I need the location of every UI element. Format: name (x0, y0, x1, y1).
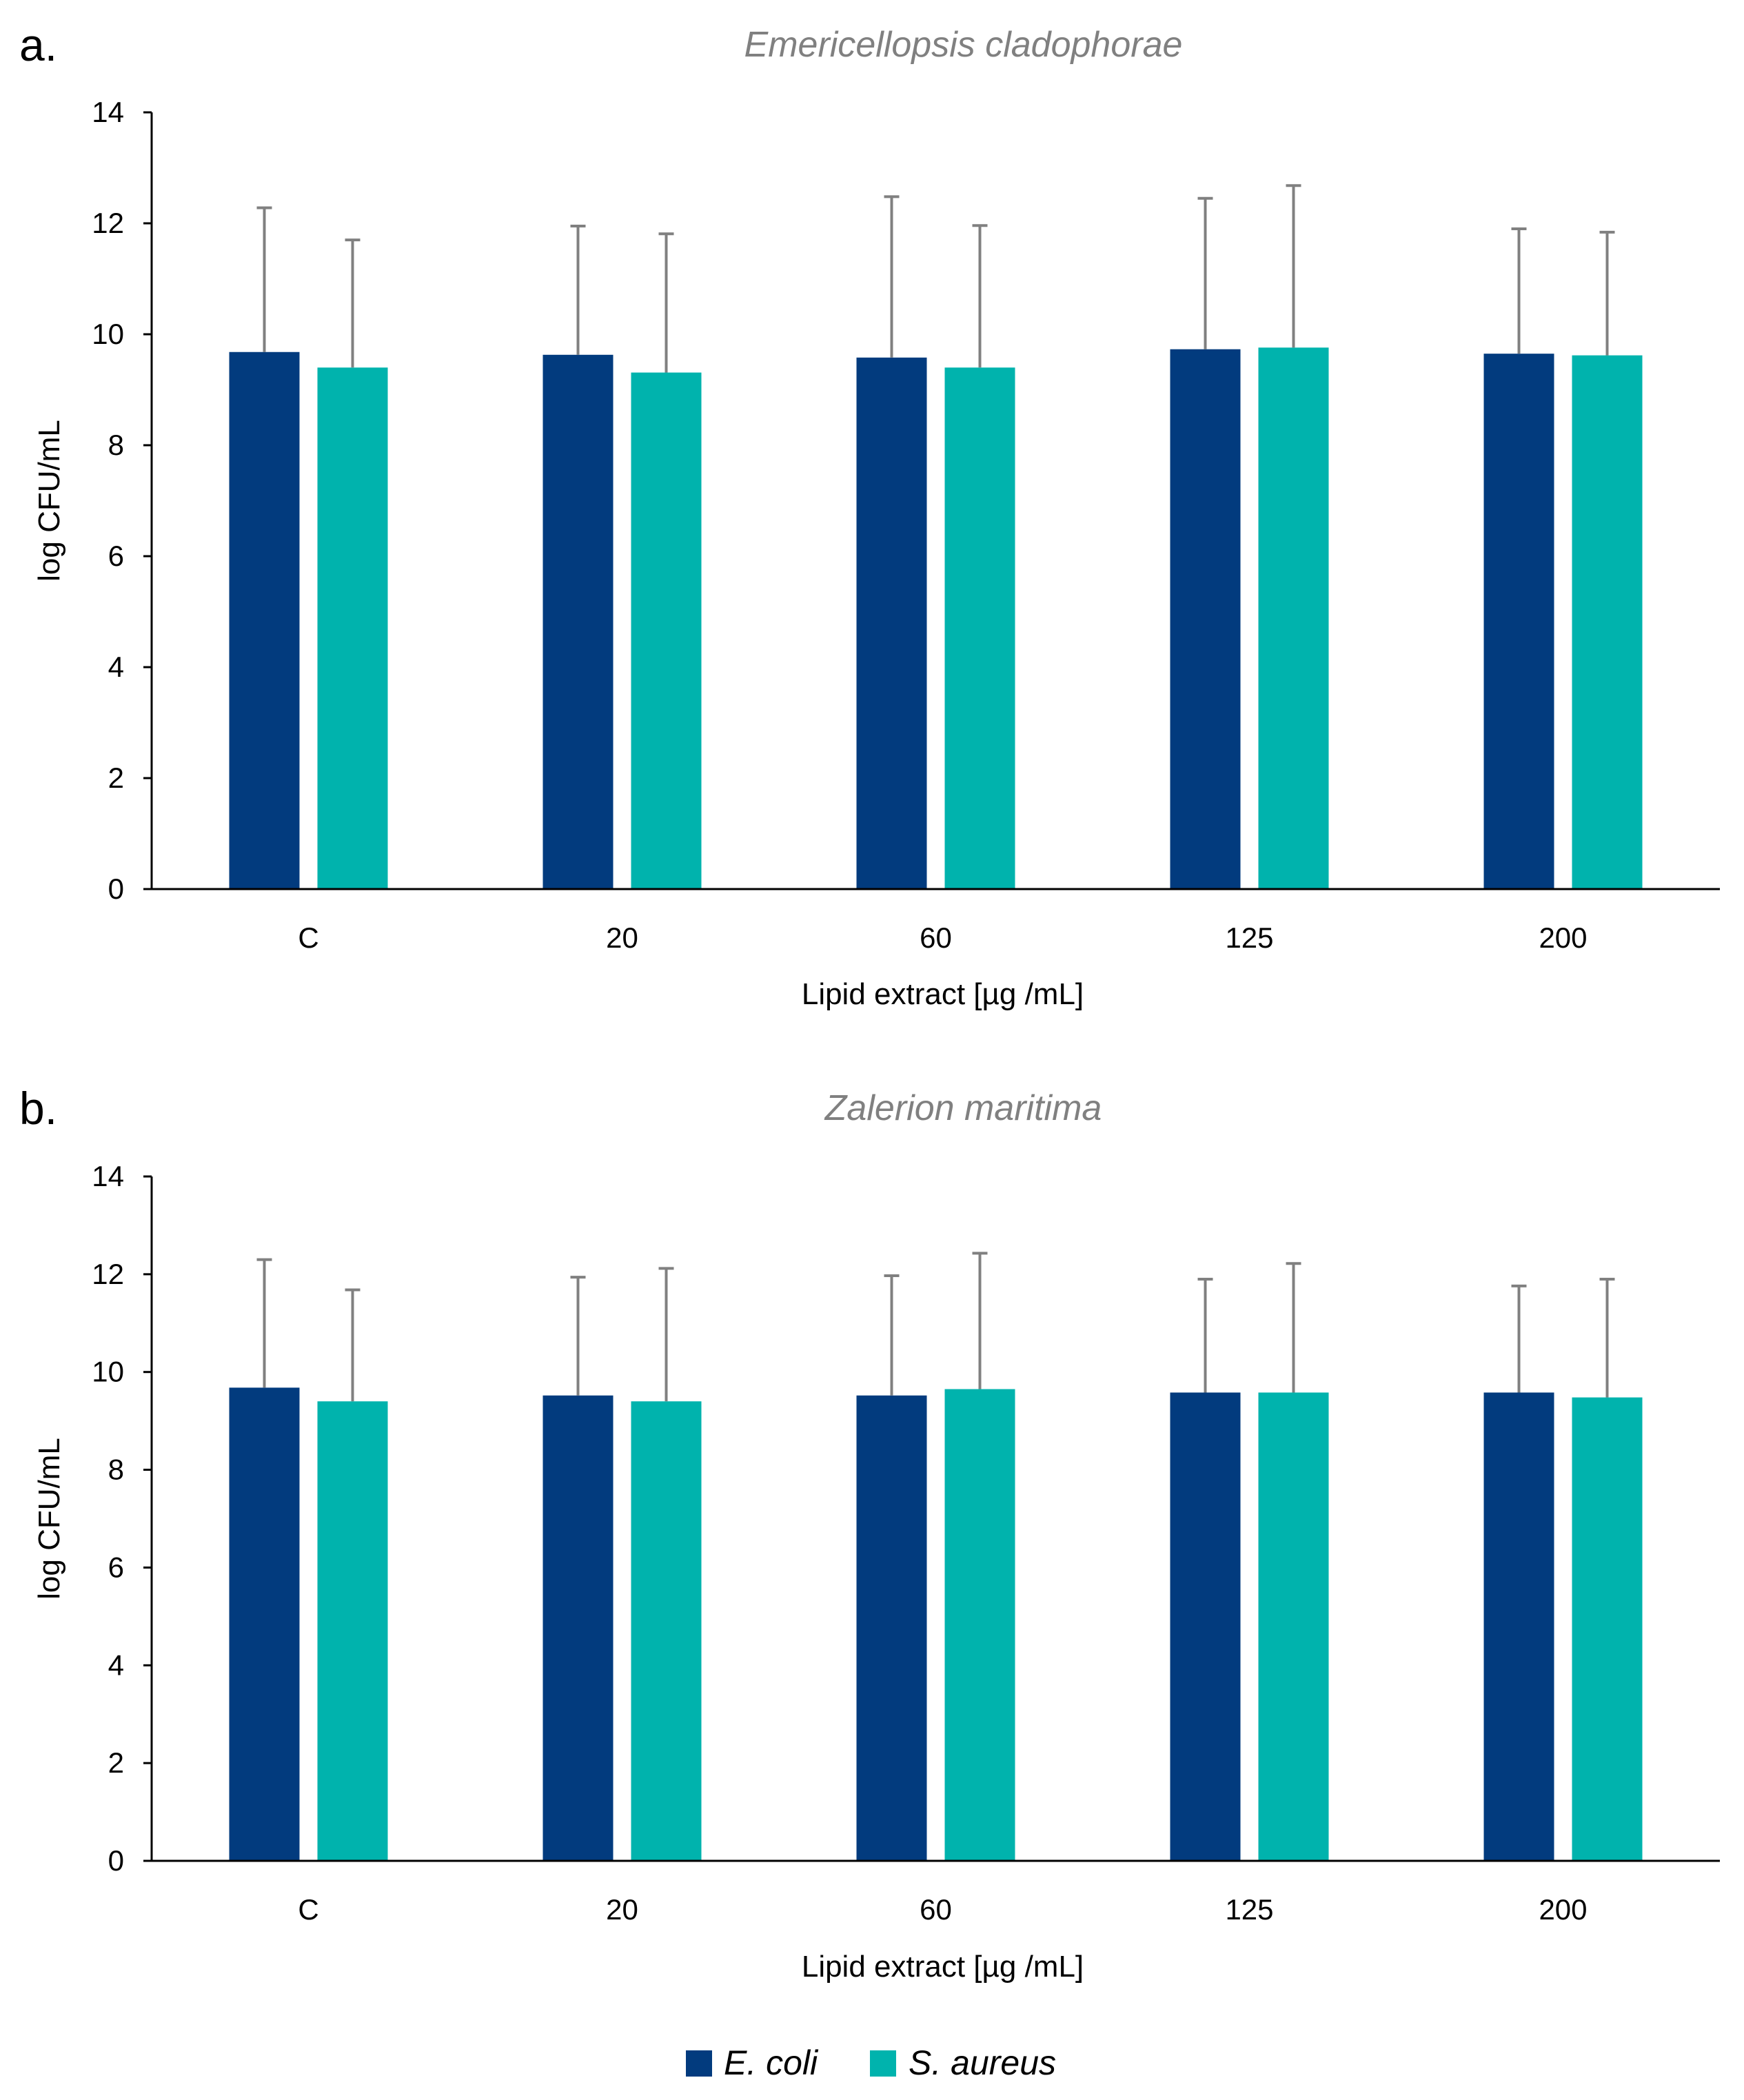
panel-letter: b. (19, 1083, 57, 1134)
chart-panel-a: a. Emericellopsis cladophorae 0 2 4 6 8 10 12 14 C… (19, 19, 1720, 1011)
bar (229, 351, 300, 889)
bar (1170, 1392, 1241, 1861)
bar (1170, 349, 1241, 889)
bar (543, 1395, 614, 1861)
bar (317, 367, 388, 889)
bar (856, 1395, 927, 1861)
y-tick-label: 14 (92, 1160, 124, 1192)
y-axis-label: log CFU/mL (32, 1438, 66, 1600)
y-tick-label: 10 (92, 1356, 124, 1388)
chart-title: Emericellopsis cladophorae (744, 25, 1183, 65)
legend-swatch (686, 2050, 712, 2077)
bar (1258, 347, 1329, 889)
x-tick-label: 200 (1539, 921, 1587, 954)
x-axis-label: Lipid extract [µg /mL] (802, 1950, 1084, 1984)
bar (229, 1387, 300, 1861)
bar (1483, 1392, 1554, 1861)
y-tick-label: 14 (92, 96, 124, 128)
y-tick-label: 4 (108, 1649, 124, 1681)
x-tick-label: 20 (606, 921, 638, 954)
y-tick-label: 2 (108, 1746, 124, 1779)
y-tick-label: 8 (108, 1454, 124, 1486)
x-tick-label: 60 (920, 921, 952, 954)
x-tick-label: 125 (1225, 1893, 1273, 1926)
x-tick-label: 200 (1539, 1893, 1587, 1926)
bar (317, 1401, 388, 1861)
bar (1572, 355, 1643, 889)
legend-label: E. coli (724, 2043, 819, 2082)
y-tick-label: 8 (108, 429, 124, 461)
bar (944, 1389, 1015, 1861)
y-tick-label: 0 (108, 1844, 124, 1877)
y-tick-label: 4 (108, 651, 124, 683)
bar (944, 367, 1015, 889)
bar (631, 372, 702, 889)
x-tick-label: 125 (1225, 921, 1273, 954)
legend: E. coli S. aureus (686, 2043, 1056, 2082)
chart-panel-b: b. Zalerion maritima 0 2 4 6 8 10 12 14 C 20 60 125 20… (19, 1083, 1720, 1984)
bar (856, 357, 927, 889)
y-tick-label: 12 (92, 207, 124, 239)
y-tick-label: 12 (92, 1258, 124, 1290)
y-tick-label: 2 (108, 762, 124, 794)
x-tick-label: C (298, 921, 318, 954)
y-tick-label: 10 (92, 318, 124, 350)
y-tick-label: 0 (108, 873, 124, 905)
x-axis-label: Lipid extract [µg /mL] (802, 977, 1084, 1011)
x-tick-label: 20 (606, 1893, 638, 1926)
y-axis-label: log CFU/mL (32, 420, 66, 582)
y-tick-label: 6 (108, 1551, 124, 1583)
panel-letter: a. (19, 19, 57, 70)
bar (1572, 1397, 1643, 1861)
y-tick-label: 6 (108, 540, 124, 572)
x-tick-label: 60 (920, 1893, 952, 1926)
bar (543, 354, 614, 889)
x-tick-label: C (298, 1893, 318, 1926)
bar (1483, 354, 1554, 889)
legend-swatch (870, 2050, 896, 2077)
bar (1258, 1392, 1329, 1861)
legend-label: S. aureus (909, 2043, 1056, 2082)
chart-title: Zalerion maritima (824, 1088, 1102, 1128)
bar (631, 1401, 702, 1861)
